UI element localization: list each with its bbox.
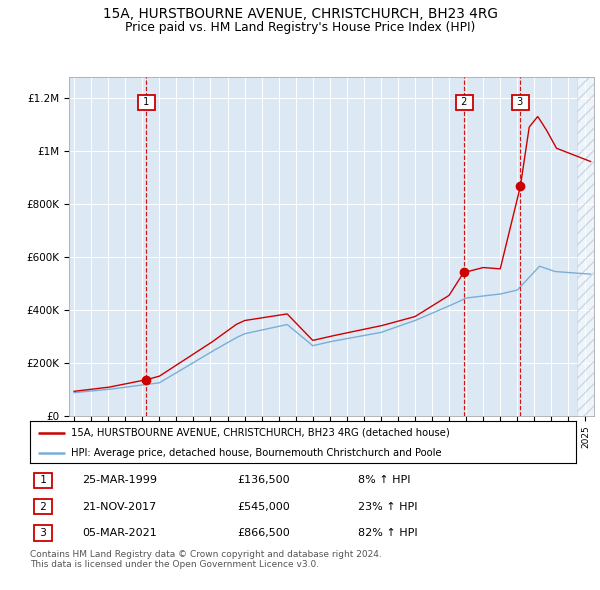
Text: Contains HM Land Registry data © Crown copyright and database right 2024.
This d: Contains HM Land Registry data © Crown c… [30,550,382,569]
Text: £545,000: £545,000 [238,502,290,512]
Text: 15A, HURSTBOURNE AVENUE, CHRISTCHURCH, BH23 4RG: 15A, HURSTBOURNE AVENUE, CHRISTCHURCH, B… [103,7,497,21]
Text: 23% ↑ HPI: 23% ↑ HPI [358,502,417,512]
Text: 1: 1 [37,476,50,486]
Text: 2: 2 [458,97,470,107]
Text: 82% ↑ HPI: 82% ↑ HPI [358,528,417,538]
Text: 25-MAR-1999: 25-MAR-1999 [82,476,157,486]
Text: 3: 3 [37,528,50,538]
Text: 2: 2 [37,502,50,512]
Text: 21-NOV-2017: 21-NOV-2017 [82,502,156,512]
Text: 3: 3 [514,97,527,107]
Text: 1: 1 [140,97,152,107]
Text: 05-MAR-2021: 05-MAR-2021 [82,528,157,538]
Text: £136,500: £136,500 [238,476,290,486]
Text: HPI: Average price, detached house, Bournemouth Christchurch and Poole: HPI: Average price, detached house, Bour… [71,448,442,457]
Text: Price paid vs. HM Land Registry's House Price Index (HPI): Price paid vs. HM Land Registry's House … [125,21,475,34]
Text: 8% ↑ HPI: 8% ↑ HPI [358,476,410,486]
Text: 15A, HURSTBOURNE AVENUE, CHRISTCHURCH, BH23 4RG (detached house): 15A, HURSTBOURNE AVENUE, CHRISTCHURCH, B… [71,428,450,438]
Text: £866,500: £866,500 [238,528,290,538]
